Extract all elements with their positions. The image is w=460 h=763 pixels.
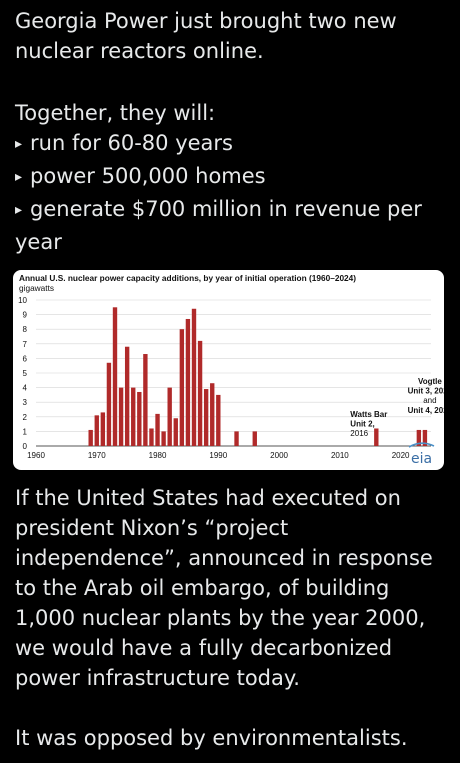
bar: [143, 354, 148, 446]
x-tick-label: 2000: [270, 451, 288, 460]
bar: [203, 389, 209, 446]
bar: [112, 307, 118, 446]
annotation-line: Unit 4, 2024: [408, 406, 444, 415]
bar: [252, 431, 257, 446]
bar: [173, 418, 178, 446]
y-tick-label: 2: [23, 413, 28, 422]
y-tick-labels: 0 1 2 3 4 5 6 7 8 9 10: [18, 296, 27, 451]
bar: [185, 318, 191, 446]
bar: [210, 383, 215, 446]
bar: [197, 340, 203, 446]
y-axis-label: gigawatts: [19, 283, 54, 293]
eia-logo-swoosh: [408, 442, 435, 448]
x-tick-label: 1990: [209, 451, 227, 460]
bar: [100, 412, 106, 446]
y-tick-label: 4: [23, 384, 28, 393]
bullet-text: generate $700 million in revenue per yea…: [15, 197, 422, 254]
bullet-text: power 500,000 homes: [30, 164, 266, 188]
bar: [131, 387, 136, 446]
capacity-bar-chart: Annual U.S. nuclear power capacity addit…: [18, 273, 444, 467]
y-tick-label: 0: [23, 442, 28, 451]
annotation-line: Unit 3, 2023: [408, 387, 444, 396]
bar: [416, 429, 422, 446]
y-tick-label: 3: [23, 398, 28, 407]
eia-logo: eia: [408, 442, 435, 467]
annotation-line: and: [423, 396, 436, 405]
bullet-item: ▸ run for 60-80 years: [15, 128, 448, 161]
bar: [234, 431, 239, 446]
y-tick-label: 5: [23, 369, 28, 378]
watts-bar-annotation: Watts Bar Unit 2, 2016: [350, 410, 387, 438]
bar: [137, 391, 142, 446]
annotation-line: 2016: [350, 429, 368, 438]
annotation-line: Watts Bar: [350, 410, 387, 419]
y-tick-label: 10: [18, 296, 27, 305]
x-tick-label: 1960: [27, 451, 45, 460]
post-nixon-text: If the United States had executed on pre…: [15, 486, 433, 690]
chart-title: Annual U.S. nuclear power capacity addit…: [19, 273, 356, 283]
bars: [88, 307, 428, 446]
bullet-triangle-icon: ▸: [15, 202, 23, 218]
bar: [118, 387, 124, 446]
y-tick-label: 8: [23, 325, 28, 334]
y-tick-label: 6: [23, 354, 28, 363]
annotation-line: Unit 2,: [350, 420, 374, 429]
chart-image[interactable]: Annual U.S. nuclear power capacity addit…: [13, 270, 444, 470]
bar: [149, 428, 154, 446]
bar: [167, 387, 172, 446]
bar: [161, 431, 166, 446]
x-tick-label: 1980: [149, 451, 167, 460]
post-opposed-text: It was opposed by environmentalists.: [15, 726, 408, 750]
bar: [88, 429, 93, 446]
bullet-triangle-icon: ▸: [15, 136, 23, 152]
x-tick-label: 2010: [331, 451, 349, 460]
annotation-line: Vogtle: [418, 377, 442, 386]
bar: [216, 394, 221, 446]
y-tick-label: 1: [23, 427, 28, 436]
bar: [155, 413, 160, 446]
bar: [374, 428, 379, 446]
y-tick-label: 7: [23, 340, 28, 349]
post-intro-text: Georgia Power just brought two new nucle…: [15, 9, 397, 63]
bullet-item: ▸ generate $700 million in revenue per ye…: [15, 194, 448, 257]
y-tick-label: 9: [23, 311, 28, 320]
x-tick-label: 2020: [392, 451, 410, 460]
bar: [179, 329, 185, 446]
together-heading: Together, they will:: [15, 101, 216, 125]
x-tick-labels: 1960 1970 1980 1990 2000 2010 2020: [27, 451, 410, 460]
bar: [94, 415, 99, 446]
bar: [191, 308, 197, 446]
bullet-triangle-icon: ▸: [15, 169, 23, 185]
post-bullet-list: Together, they will: ▸ run for 60-80 year…: [15, 98, 448, 257]
bullet-text: run for 60-80 years: [30, 131, 233, 155]
bar: [124, 346, 130, 446]
eia-logo-text: eia: [411, 451, 432, 467]
bullet-item: ▸ power 500,000 homes: [15, 161, 448, 194]
x-tick-label: 1970: [88, 451, 106, 460]
bar: [422, 429, 428, 446]
bar: [106, 362, 112, 446]
